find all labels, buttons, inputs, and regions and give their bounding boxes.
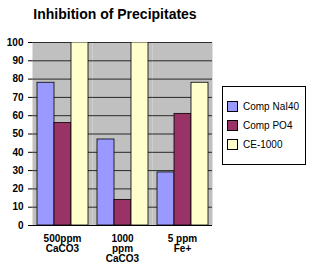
html-text:CE-1000: CE-1000 [243,139,283,150]
svg-text:500ppmCaCO3: 500ppmCaCO3 [44,233,82,254]
html-text:Comp PO4: Comp PO4 [243,120,293,131]
svg-text:50: 50 [12,128,24,139]
svg-text:10: 10 [12,201,24,212]
svg-text:30: 30 [12,165,24,176]
html-text:Comp NaI40: Comp NaI40 [243,101,300,112]
svg-text:20: 20 [12,183,24,194]
svg-text:90: 90 [12,55,24,66]
html-text:Inhibition of Precipitates: Inhibition of Precipitates [33,6,197,22]
svg-text:70: 70 [12,92,24,103]
svg-text:60: 60 [12,110,24,121]
svg-text:5 ppmFe+: 5 ppmFe+ [168,233,198,254]
svg-text:40: 40 [12,147,24,158]
svg-text:0: 0 [18,220,24,231]
svg-text:1000ppmCaCO3: 1000ppmCaCO3 [106,233,140,264]
svg-text:80: 80 [12,73,24,84]
svg-text:100: 100 [7,37,24,48]
